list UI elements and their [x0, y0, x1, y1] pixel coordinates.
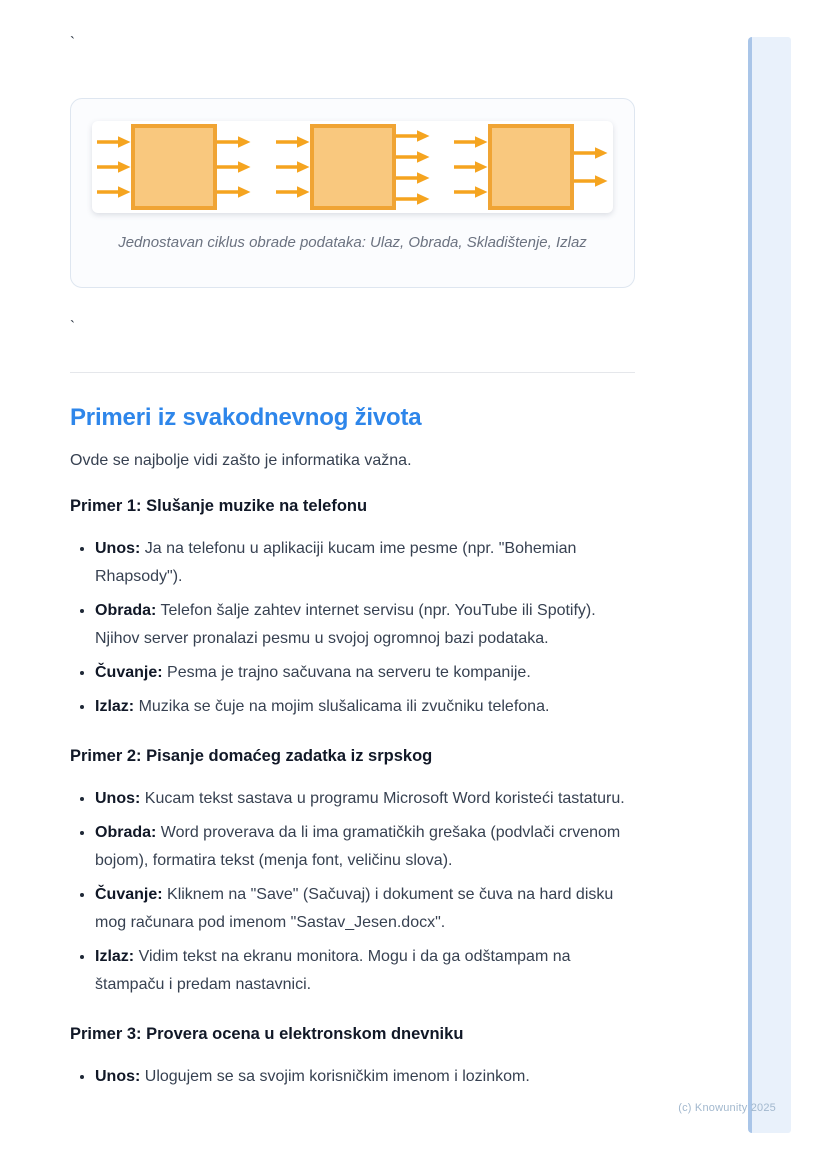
process-box	[131, 124, 217, 210]
example-title: Primer 1: Slušanje muzike na telefonu	[70, 497, 368, 515]
bullet-text: Telefon šalje zahtev internet servisu (n…	[95, 602, 596, 647]
flow-arrow-icon	[454, 186, 488, 198]
bullet-label: Čuvanje:	[95, 886, 163, 903]
section-intro: Ovde se najbolje vidi zašto je informati…	[70, 452, 412, 469]
flow-arrow-icon	[217, 136, 251, 148]
section-heading: Primeri iz svakodnevnog života	[70, 404, 422, 431]
flow-arrow-icon	[275, 136, 309, 148]
bullet-text: Vidim tekst na ekranu monitora. Mogu i d…	[95, 948, 571, 993]
bullet-text: Ulogujem se sa svojim korisničkim imenom…	[140, 1068, 530, 1085]
flow-arrow-icon	[97, 136, 131, 148]
example-list-item: Izlaz: Muzika se čuje na mojim slušalica…	[95, 692, 625, 721]
figure-caption: Jednostavan ciklus obrade podataka: Ulaz…	[118, 234, 587, 251]
bullet-label: Obrada:	[95, 602, 157, 619]
bullet-text: Pesma je trajno sačuvana na serveru te k…	[162, 664, 531, 681]
flow-arrow-icon	[395, 192, 429, 205]
input-arrows	[454, 135, 488, 199]
flow-arrow-icon	[275, 186, 309, 198]
example-list-item: Obrada: Word proverava da li ima gramati…	[95, 818, 625, 875]
flow-arrow-icon	[275, 161, 309, 173]
process-box	[309, 124, 396, 210]
example-list: Unos: Ulogujem se sa svojim korisničkim …	[70, 1062, 635, 1091]
examples-container: Primer 1: Slušanje muzike na telefonu Uno…	[70, 497, 635, 1091]
process-group-obrada	[275, 124, 430, 210]
example-list-item: Unos: Ja na telefonu u aplikaciji kucam …	[95, 534, 625, 591]
example-list-item: Unos: Kucam tekst sastava u programu Mic…	[95, 784, 625, 813]
flow-arrow-icon	[395, 171, 429, 184]
example-list: Unos: Ja na telefonu u aplikaciji kucam …	[70, 534, 635, 721]
example-list-item: Izlaz: Vidim tekst na ekranu monitora. M…	[95, 942, 625, 999]
flow-arrow-icon	[574, 175, 608, 187]
page-edge-scroll-indicator	[748, 37, 791, 1133]
input-arrows	[97, 135, 131, 199]
example-title: Primer 2: Pisanje domaćeg zadatka iz srp…	[70, 747, 433, 765]
stray-backtick-middle: `	[70, 318, 75, 335]
flow-arrow-icon	[454, 136, 488, 148]
flow-arrow-icon	[454, 161, 488, 173]
bullet-label: Izlaz:	[95, 698, 135, 715]
bullet-label: Obrada:	[95, 824, 157, 841]
section-divider	[70, 372, 635, 373]
process-group-ulaz	[97, 124, 251, 210]
flow-arrow-icon	[395, 150, 429, 163]
bullet-text: Muzika se čuje na mojim slušalicama ili …	[134, 698, 550, 715]
process-group-skladistenje-izlaz	[454, 124, 608, 210]
example-list-item: Obrada: Telefon šalje zahtev internet se…	[95, 596, 625, 653]
bullet-label: Čuvanje:	[95, 664, 163, 681]
document-content: ` Jednostavan ciklus obrade podataka: Ul…	[70, 0, 635, 1096]
bullet-text: Kucam tekst sastava u programu Microsoft…	[140, 790, 625, 807]
flow-arrow-icon	[395, 129, 429, 142]
output-arrows	[395, 129, 430, 206]
bullet-label: Unos:	[95, 790, 141, 807]
bullet-text: Ja na telefonu u aplikaciji kucam ime pe…	[95, 540, 577, 585]
bullet-label: Izlaz:	[95, 948, 135, 965]
data-cycle-figure-card: Jednostavan ciklus obrade podataka: Ulaz…	[70, 98, 635, 288]
data-cycle-diagram	[92, 121, 613, 213]
example-list-item: Unos: Ulogujem se sa svojim korisničkim …	[95, 1062, 625, 1091]
flow-arrow-icon	[574, 147, 608, 159]
example-list-item: Čuvanje: Kliknem na "Save" (Sačuvaj) i d…	[95, 880, 625, 937]
flow-arrow-icon	[97, 186, 131, 198]
output-arrows	[217, 135, 251, 199]
flow-arrow-icon	[97, 161, 131, 173]
bullet-label: Unos:	[95, 1068, 141, 1085]
bullet-text: Word proverava da li ima gramatičkih gre…	[95, 824, 621, 869]
example-title: Primer 3: Provera ocena u elektronskom d…	[70, 1025, 464, 1043]
stray-backtick-top: `	[70, 34, 75, 51]
bullet-text: Kliknem na "Save" (Sačuvaj) i dokument s…	[95, 886, 614, 931]
example-list: Unos: Kucam tekst sastava u programu Mic…	[70, 784, 635, 999]
process-box	[488, 124, 574, 210]
flow-arrow-icon	[217, 161, 251, 173]
input-arrows	[275, 135, 310, 199]
output-arrows	[574, 146, 608, 188]
example-list-item: Čuvanje: Pesma je trajno sačuvana na ser…	[95, 658, 625, 687]
footer-credit: (c) Knowunity 2025	[678, 1102, 776, 1114]
bullet-label: Unos:	[95, 540, 141, 557]
flow-arrow-icon	[217, 186, 251, 198]
